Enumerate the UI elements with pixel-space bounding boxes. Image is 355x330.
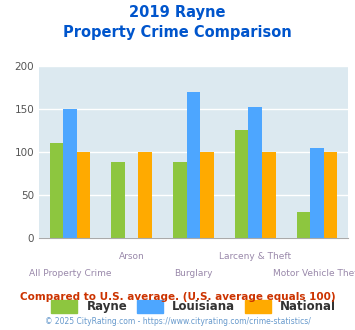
Text: Arson: Arson [119,252,144,261]
Text: Compared to U.S. average. (U.S. average equals 100): Compared to U.S. average. (U.S. average … [20,292,335,302]
Bar [111,162,125,238]
Bar [324,152,337,238]
Text: Burglary: Burglary [174,269,213,278]
Bar [200,152,214,238]
Text: Larceny & Theft: Larceny & Theft [219,252,291,261]
Bar [235,130,248,238]
Legend: Rayne, Louisiana, National: Rayne, Louisiana, National [46,295,341,318]
Bar [187,92,200,238]
Text: © 2025 CityRating.com - https://www.cityrating.com/crime-statistics/: © 2025 CityRating.com - https://www.city… [45,317,310,326]
Bar [248,107,262,238]
Bar [262,152,275,238]
Bar [63,109,77,238]
Bar [138,152,152,238]
Text: All Property Crime: All Property Crime [29,269,111,278]
Text: 2019 Rayne: 2019 Rayne [129,5,226,20]
Bar [77,152,90,238]
Text: Property Crime Comparison: Property Crime Comparison [63,25,292,40]
Bar [310,148,324,238]
Bar [173,162,187,238]
Bar [50,143,63,238]
Bar [297,212,310,238]
Text: Motor Vehicle Theft: Motor Vehicle Theft [273,269,355,278]
